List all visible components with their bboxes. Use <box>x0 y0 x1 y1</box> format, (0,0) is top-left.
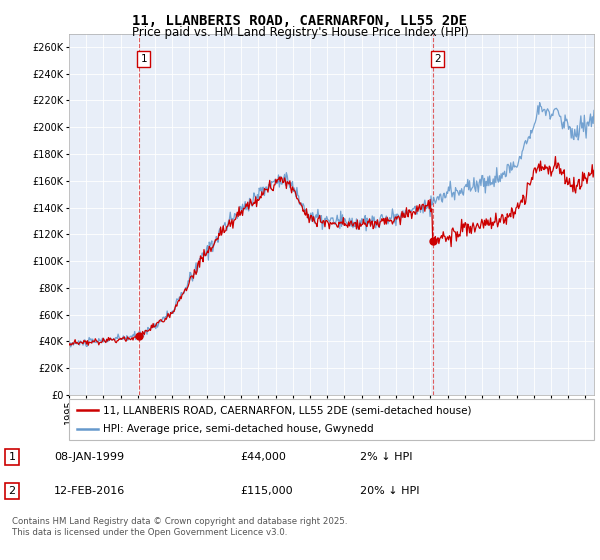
Text: HPI: Average price, semi-detached house, Gwynedd: HPI: Average price, semi-detached house,… <box>103 424 374 435</box>
Text: Price paid vs. HM Land Registry's House Price Index (HPI): Price paid vs. HM Land Registry's House … <box>131 26 469 39</box>
FancyBboxPatch shape <box>69 399 594 440</box>
Text: 2% ↓ HPI: 2% ↓ HPI <box>360 452 413 462</box>
Text: 1: 1 <box>8 452 16 462</box>
Text: 08-JAN-1999: 08-JAN-1999 <box>54 452 124 462</box>
Text: £44,000: £44,000 <box>240 452 286 462</box>
Text: 11, LLANBERIS ROAD, CAERNARFON, LL55 2DE (semi-detached house): 11, LLANBERIS ROAD, CAERNARFON, LL55 2DE… <box>103 405 472 415</box>
Text: 2: 2 <box>434 54 441 64</box>
Text: Contains HM Land Registry data © Crown copyright and database right 2025.
This d: Contains HM Land Registry data © Crown c… <box>12 517 347 536</box>
Text: £115,000: £115,000 <box>240 486 293 496</box>
Text: 11, LLANBERIS ROAD, CAERNARFON, LL55 2DE: 11, LLANBERIS ROAD, CAERNARFON, LL55 2DE <box>133 14 467 28</box>
Text: 1: 1 <box>140 54 147 64</box>
Text: 2: 2 <box>8 486 16 496</box>
Text: 20% ↓ HPI: 20% ↓ HPI <box>360 486 419 496</box>
Text: 12-FEB-2016: 12-FEB-2016 <box>54 486 125 496</box>
